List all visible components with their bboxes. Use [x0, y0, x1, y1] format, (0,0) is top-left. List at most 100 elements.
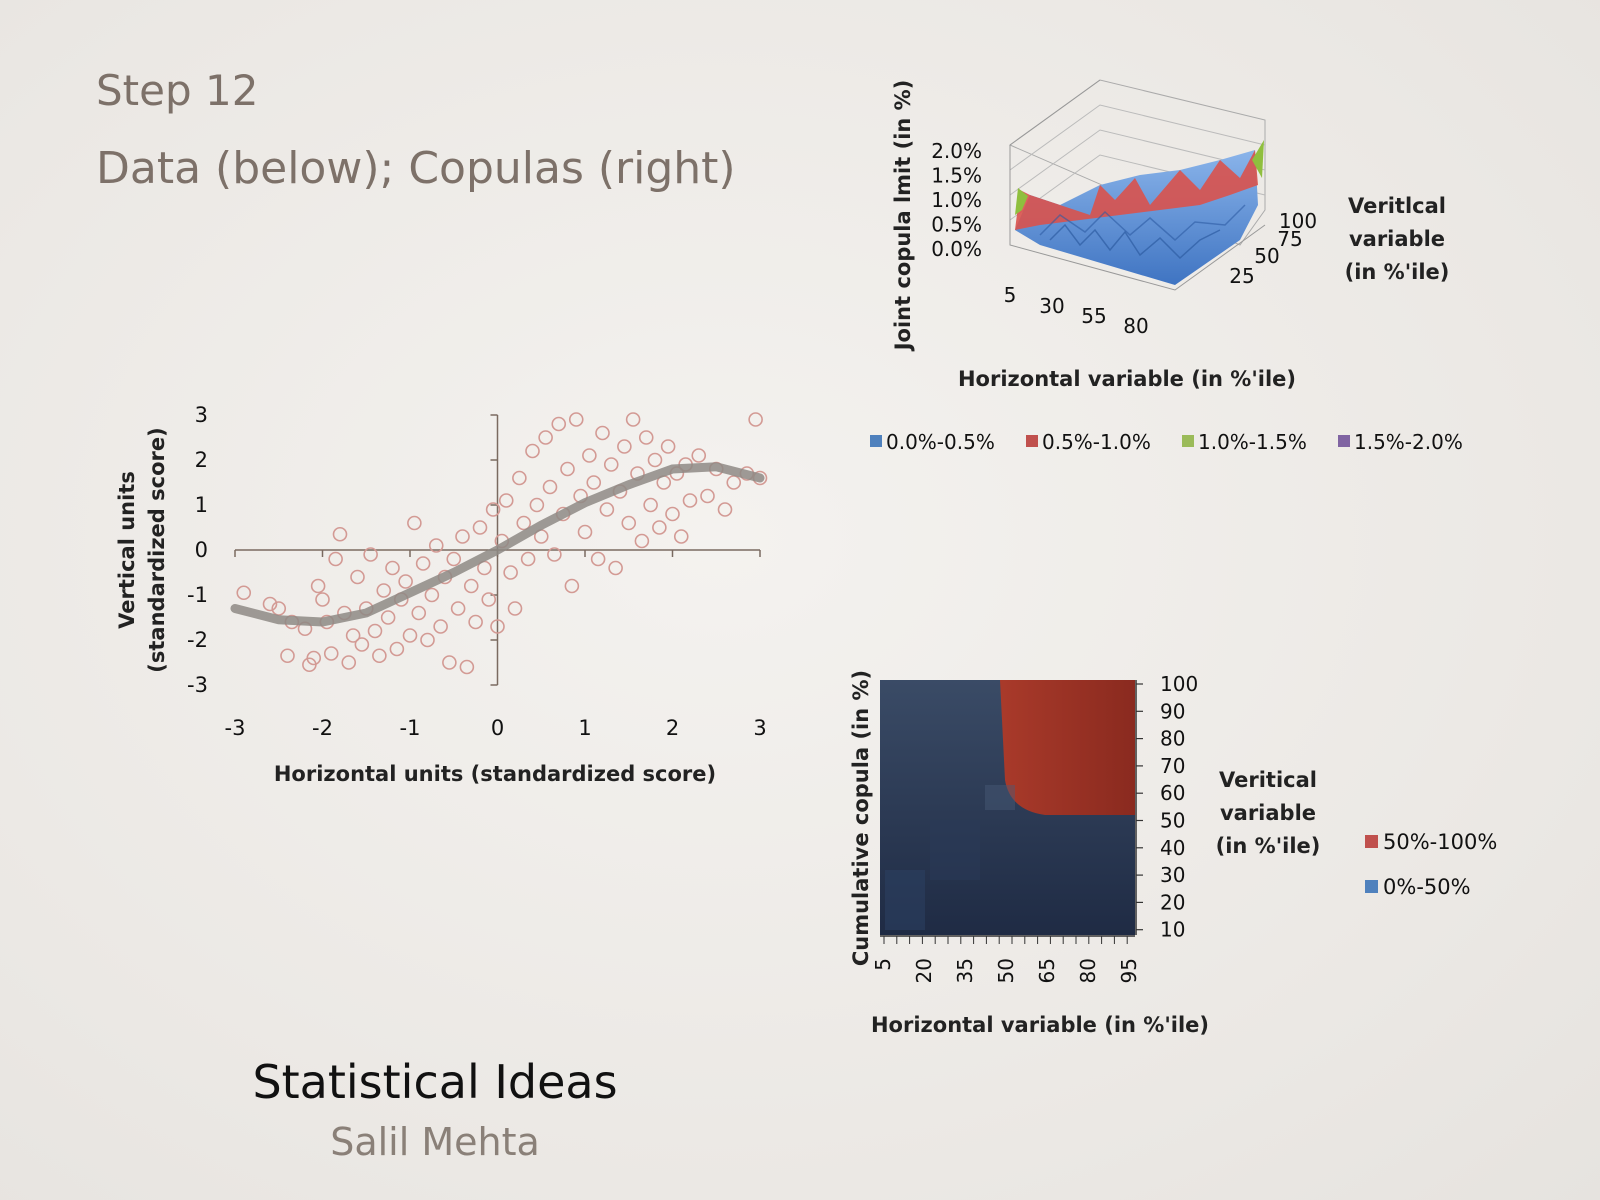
scatter-point — [463, 578, 479, 594]
scatter-point — [332, 526, 348, 542]
surface-legend-swatch — [870, 435, 882, 447]
surface-legend-label: 0.0%-0.5% — [886, 430, 995, 454]
heatmap-y-tick-label: 80 — [1160, 727, 1185, 751]
heatmap-y-tick-labels: 100 90 80 70 60 50 40 30 20 10 — [1136, 672, 1198, 942]
scatter-point — [262, 596, 278, 612]
scatter-point — [682, 493, 698, 508]
heatmap-y-tick-label: 90 — [1160, 699, 1185, 723]
scatter-point — [468, 614, 483, 630]
scatter-point — [446, 551, 462, 567]
scatter-point — [481, 592, 497, 607]
surface-depth-tick-label: 75 — [1277, 227, 1302, 251]
scatter-point — [433, 619, 448, 634]
surface-legend-label: 1.0%-1.5% — [1198, 430, 1307, 454]
scatter-point — [380, 610, 396, 625]
scatter-point — [551, 416, 567, 432]
surface-texture — [1039, 204, 1246, 242]
footer-author: Salil Mehta — [330, 1120, 540, 1164]
scatter-point — [512, 470, 527, 486]
heatmap-y-tick-label: 40 — [1160, 836, 1185, 860]
surface-green-peak-left — [1015, 188, 1028, 215]
surface-legend-label: 1.5%-2.0% — [1354, 430, 1463, 454]
scatter-trend-curve — [230, 462, 765, 627]
heatmap-legend-swatch — [1365, 880, 1378, 893]
scatter-point — [363, 547, 378, 562]
scatter-x-tick-label: -1 — [400, 716, 421, 740]
scatter-point — [428, 538, 444, 553]
heatmap-legend-label: 50%-100% — [1383, 830, 1497, 854]
scatter-y-tick-label: -2 — [187, 628, 208, 652]
scatter-point — [372, 648, 387, 664]
scatter-point — [617, 439, 632, 454]
scatter-point — [442, 655, 457, 670]
scatter-point — [315, 592, 330, 607]
scatter-point — [660, 439, 676, 454]
scatter-point — [328, 551, 343, 567]
heatmap-y-tick-label: 20 — [1160, 890, 1185, 914]
scatter-y-tick-label: -1 — [187, 583, 208, 607]
heatmap-legend-swatch — [1365, 835, 1378, 848]
scatter-point — [564, 578, 580, 594]
scatter-point — [507, 601, 523, 616]
scatter-point — [498, 493, 514, 508]
scatter-point — [665, 506, 680, 522]
heatmap-x-tick-label: 95 — [1117, 958, 1141, 983]
scatter-point — [503, 565, 518, 580]
scatter-point — [586, 475, 602, 490]
heatmap-texture — [885, 870, 925, 930]
scatter-point — [415, 556, 431, 571]
scatter-point — [323, 646, 339, 661]
heatmap-x-tick-label: 80 — [1076, 958, 1100, 983]
surface-legend-label: 0.5%-1.0% — [1042, 430, 1151, 454]
heatmap-side-label-line2: variable — [1220, 801, 1316, 825]
surface-depth-label-line3: (in %'ile) — [1345, 260, 1450, 284]
surface-texture — [1049, 223, 1221, 260]
surface-floor-edge — [1009, 145, 1266, 291]
surface-z-tick-labels: 2.0%1.5%1.0%0.5%0.0% — [931, 139, 982, 261]
scatter-point — [306, 650, 322, 666]
surface-z-tick-label: 0.5% — [931, 213, 982, 237]
surface-depth-label-line1: Veritlcal — [1348, 194, 1446, 218]
surface-grid-line — [1009, 104, 1266, 171]
surface-z-tick-label: 0.0% — [931, 237, 982, 261]
heatmap-y-tick-label: 70 — [1160, 754, 1185, 778]
surface-z-tick-label: 1.5% — [931, 164, 982, 188]
scatter-point — [420, 632, 435, 648]
surface-depth-tick-label: 100 — [1279, 209, 1317, 233]
heatmap-y-tick-label: 30 — [1160, 863, 1185, 887]
scatter-y-label-line1: Vertical units — [115, 471, 139, 629]
scatter-point — [726, 475, 742, 490]
slide-subtitle: Data (below); Copulas (right) — [96, 143, 736, 194]
scatter-point — [367, 623, 383, 639]
scatter-point — [547, 547, 562, 562]
surface-legend-swatch — [1026, 435, 1038, 447]
scatter-point — [643, 497, 658, 513]
surface-legend-swatch — [1338, 435, 1350, 447]
scatter-point — [345, 628, 361, 643]
scatter-x-tick-label: 0 — [491, 716, 504, 740]
scatter-point — [568, 412, 584, 427]
heatmap-x-tick-label: 20 — [912, 958, 936, 983]
scatter-point — [608, 560, 623, 576]
scatter-point — [603, 457, 619, 472]
surface-z-tick-label: 1.0% — [931, 188, 982, 212]
scatter-point — [560, 461, 575, 477]
heatmap-y-tick-label: 50 — [1160, 809, 1185, 833]
scatter-point — [582, 448, 597, 463]
scatter-point — [748, 412, 763, 427]
surface-x-tick-label: 5 — [1004, 283, 1017, 307]
scatter-point — [472, 520, 488, 535]
scatter-x-tick-label: 3 — [753, 716, 766, 740]
scatter-point — [700, 488, 715, 504]
scatter-x-tick-label: 2 — [666, 716, 679, 740]
scatter-y-tick-labels: 3 2 1 0 -1 -2 -3 — [187, 403, 208, 697]
surface-x-tick-label: 55 — [1081, 304, 1106, 328]
scatter-x-tick-label: -2 — [312, 716, 333, 740]
surface-green-peak-right — [1252, 140, 1264, 178]
scatter-point — [485, 502, 501, 517]
heatmap-y-tick-label: 60 — [1160, 781, 1185, 805]
scatter-point — [411, 605, 427, 621]
surface-red-region — [1015, 150, 1258, 230]
heatmap-side-label-line3: (in %'ile) — [1216, 834, 1321, 858]
